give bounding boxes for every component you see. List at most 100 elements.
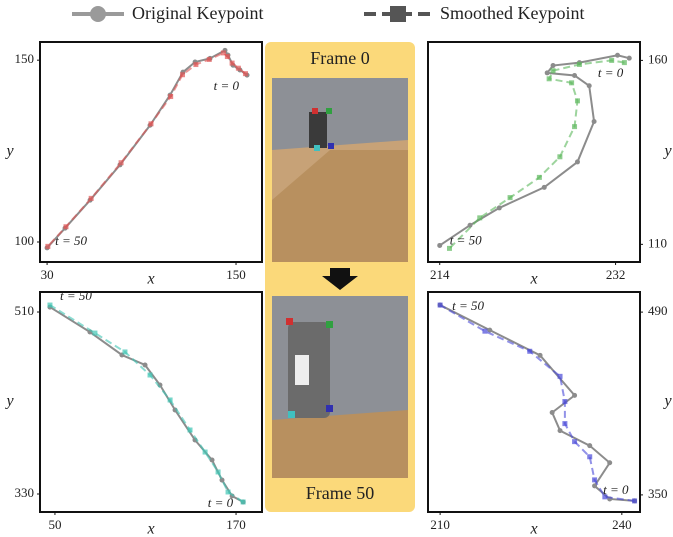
smoothed-point — [527, 349, 532, 354]
annotation: t = 0 — [603, 482, 629, 497]
smoothed-point — [63, 224, 68, 229]
y-tick-label: 100 — [15, 233, 35, 248]
y-tick-label: 330 — [15, 485, 35, 500]
original-point — [558, 428, 563, 433]
smoothed-point — [45, 244, 50, 249]
original-point — [437, 243, 442, 248]
y-axis-label: y — [4, 143, 14, 160]
legend-swatch — [90, 6, 106, 22]
original-point — [497, 205, 502, 210]
original-point — [542, 185, 547, 190]
annotation: t = 0 — [208, 495, 234, 510]
original-point — [545, 70, 550, 75]
smoothed-point — [577, 62, 582, 67]
smoothed-point — [575, 98, 580, 103]
y-tick-label: 350 — [648, 486, 668, 501]
smoothed-point — [188, 428, 193, 433]
original-point — [615, 53, 620, 58]
y-tick-label: 150 — [15, 51, 35, 66]
smoothed-point — [226, 489, 231, 494]
smoothed-point — [119, 160, 124, 165]
smoothed-point — [547, 76, 552, 81]
smoothed-point — [168, 94, 173, 99]
x-axis-label: x — [529, 271, 537, 288]
smoothed-point — [207, 57, 212, 62]
smoothed-point — [203, 450, 208, 455]
original-point — [551, 63, 556, 68]
annotation: t = 50 — [55, 233, 87, 248]
original-point — [572, 393, 577, 398]
legend-label: Smoothed Keypoint — [440, 3, 585, 23]
x-tick-label: 170 — [226, 517, 246, 532]
x-tick-label: 150 — [226, 267, 246, 282]
original-point — [572, 73, 577, 78]
smoothed-point — [241, 499, 246, 504]
original-point — [550, 410, 555, 415]
smoothed-point — [168, 397, 173, 402]
frame-image — [272, 296, 408, 478]
annotation: t = 0 — [598, 65, 624, 80]
smoothed-point — [243, 71, 248, 76]
smoothed-point — [558, 374, 563, 379]
original-point — [587, 83, 592, 88]
smoothed-point — [477, 215, 482, 220]
y-axis-label: y — [662, 393, 672, 410]
y-tick-label: 110 — [648, 235, 667, 250]
y-tick-label: 160 — [648, 51, 668, 66]
x-tick-label: 232 — [606, 267, 626, 282]
smoothed-point — [592, 477, 597, 482]
legend-label: Original Keypoint — [132, 3, 263, 23]
y-tick-label: 490 — [648, 303, 668, 318]
smoothed-point — [572, 124, 577, 129]
y-tick-label: 510 — [15, 303, 35, 318]
y-axis-label: y — [4, 393, 14, 410]
smoothed-point — [216, 469, 221, 474]
smoothed-point — [609, 58, 614, 63]
x-axis-label: x — [146, 521, 154, 537]
annotation: t = 0 — [214, 78, 240, 93]
smoothed-point — [562, 399, 567, 404]
original-point — [143, 362, 148, 367]
x-tick-label: 30 — [41, 267, 54, 282]
smoothed-point — [557, 154, 562, 159]
frame-label: Frame 50 — [306, 483, 374, 503]
x-axis-label: x — [529, 521, 537, 537]
smoothed-point — [508, 195, 513, 200]
x-axis-label: x — [146, 271, 154, 288]
x-tick-label: 240 — [612, 517, 632, 532]
smoothed-point — [193, 62, 198, 67]
original-point — [627, 56, 632, 61]
annotation: t = 50 — [60, 288, 92, 303]
smoothed-point — [149, 121, 154, 126]
smoothed-point — [230, 61, 235, 66]
smoothed-point — [537, 175, 542, 180]
plot-frame — [428, 292, 640, 512]
original-point — [575, 159, 580, 164]
x-tick-label: 214 — [430, 267, 450, 282]
smoothed-point — [572, 439, 577, 444]
smoothed-point — [236, 66, 241, 71]
smoothed-point — [92, 331, 97, 336]
smoothed-point — [632, 498, 637, 503]
original-point — [607, 460, 612, 465]
smoothed-point — [221, 50, 226, 55]
figure: Original Keypoint Smoothed Keypoint Fram… — [0, 0, 673, 537]
annotation: t = 50 — [450, 232, 482, 247]
x-tick-label: 50 — [48, 517, 61, 532]
smoothed-point — [89, 196, 94, 201]
frame-label: Frame 0 — [310, 48, 369, 68]
original-point — [592, 119, 597, 124]
smoothed-point — [47, 303, 52, 308]
legend-swatch — [390, 6, 406, 22]
smoothed-point — [122, 349, 127, 354]
annotation: t = 50 — [452, 298, 484, 313]
smoothed-point — [438, 303, 443, 308]
smoothed-point — [569, 80, 574, 85]
y-axis-label: y — [662, 143, 672, 160]
plot-frame — [40, 42, 262, 262]
plot-frame — [40, 292, 262, 512]
smoothed-point — [551, 68, 556, 73]
original-point — [587, 443, 592, 448]
x-tick-label: 210 — [430, 517, 450, 532]
smoothed-point — [180, 72, 185, 77]
